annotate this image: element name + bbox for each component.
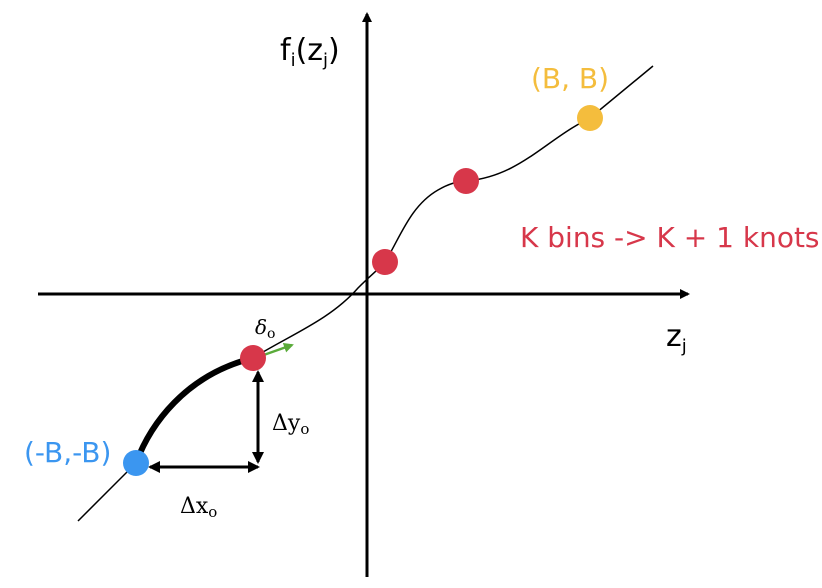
knot-top: [577, 105, 603, 131]
knot-bottom: [123, 450, 149, 476]
delta-x-label: Δxo: [180, 494, 217, 521]
knot-red-3: [453, 168, 479, 194]
bottom-knot-label: (-B,-B): [24, 436, 111, 469]
y-axis-label: fi(zj): [280, 33, 340, 71]
delta-label: δo: [255, 315, 275, 342]
x-axis-label: zj: [666, 319, 687, 357]
bin-segment-highlight: [133, 355, 256, 466]
bins-note: K bins -> K + 1 knots: [520, 221, 820, 254]
delta-y-label: Δyo: [272, 411, 309, 438]
knot-red-2: [372, 249, 398, 275]
top-knot-label: (B, B): [531, 62, 609, 95]
spline-curve: [77, 65, 654, 522]
knot-red-1: [240, 345, 266, 371]
